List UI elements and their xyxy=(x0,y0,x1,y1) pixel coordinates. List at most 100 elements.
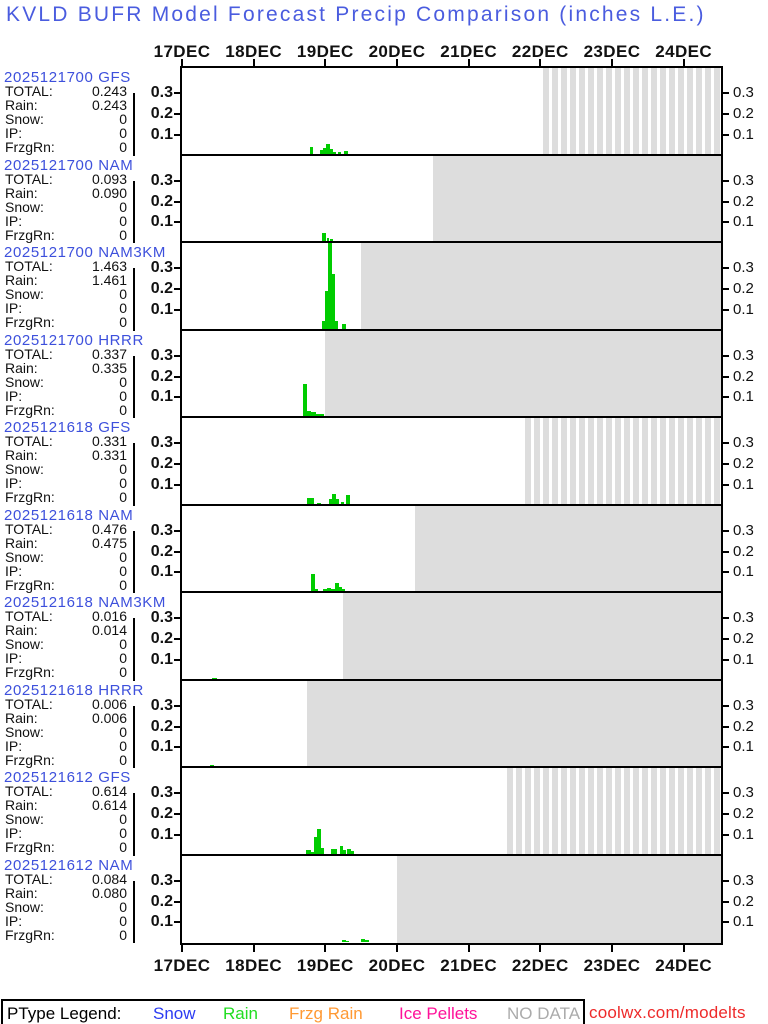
stat-value: 0 xyxy=(119,723,127,740)
ytick-label-right: 0.2 xyxy=(733,455,754,473)
stat-label: IP: xyxy=(5,737,23,754)
ytick-dash-right xyxy=(723,442,729,445)
date-tick-bottom xyxy=(539,945,542,952)
plot-frame xyxy=(180,66,723,945)
stat-row: TOTAL: 0.243 xyxy=(5,84,127,98)
stat-label: Rain: xyxy=(5,272,38,289)
stat-row: FrzgRn: 0 xyxy=(5,403,127,417)
ytick-dash-left xyxy=(174,221,181,224)
stat-row: Rain: 0.006 xyxy=(5,711,127,725)
ytick-dash-right xyxy=(723,92,729,95)
ytick-dash-right xyxy=(723,308,729,311)
stat-value: 0 xyxy=(119,387,127,404)
precip-bar xyxy=(321,320,325,329)
stat-label: TOTAL: xyxy=(5,345,53,362)
ytick-label-right: 0.1 xyxy=(733,388,754,406)
precip-bar xyxy=(350,850,354,854)
stat-value: 0.335 xyxy=(91,359,127,376)
stat-value: 0 xyxy=(119,811,127,828)
ytick-label-left: 0.2 xyxy=(150,805,173,823)
stat-label: FrzgRn: xyxy=(5,751,55,768)
ytick-label-right: 0.3 xyxy=(733,871,754,889)
stat-value: 0 xyxy=(119,125,127,142)
stat-value: 0.014 xyxy=(91,622,127,639)
stat-value: 0.614 xyxy=(91,797,127,814)
run-label: 2025121612 NAM xyxy=(4,856,134,874)
precip-bar xyxy=(328,498,332,504)
date-label-top: 17DEC xyxy=(153,42,211,61)
precip-bar xyxy=(322,147,326,154)
legend-item-snow: Snow xyxy=(153,1004,196,1023)
stat-label: IP: xyxy=(5,912,23,929)
precip-bar xyxy=(339,587,342,591)
ytick-dash-right xyxy=(723,375,729,378)
date-label-top: 18DEC xyxy=(225,42,283,61)
ytick-label-left: 0.3 xyxy=(150,84,173,102)
stat-value: 0.006 xyxy=(91,695,127,712)
stat-row: Rain: 0.475 xyxy=(5,536,127,550)
ytick-dash-right xyxy=(723,221,729,224)
date-tick-bottom xyxy=(252,945,255,952)
stat-value: 0 xyxy=(119,562,127,579)
stat-label: Rain: xyxy=(5,622,38,639)
stat-value: 0 xyxy=(119,286,127,303)
precip-bar xyxy=(302,384,307,416)
no-data-region xyxy=(361,243,721,331)
date-tick-bottom xyxy=(395,945,398,952)
stat-label: FrzgRn: xyxy=(5,576,55,593)
date-tick-top xyxy=(395,59,398,66)
date-label-top: 19DEC xyxy=(296,42,354,61)
panel-plot-2025121612-GFS xyxy=(182,768,721,856)
no-data-region xyxy=(343,593,721,681)
stat-label: Snow: xyxy=(5,636,44,653)
date-tick-top xyxy=(682,59,685,66)
ytick-label-left: 0.1 xyxy=(150,563,173,581)
stat-label: FrzgRn: xyxy=(5,839,55,856)
run-label: 2025121618 NAM xyxy=(4,506,134,524)
no-data-region xyxy=(522,418,721,506)
date-tick-bottom xyxy=(324,945,327,952)
stat-row: Snow: 0 xyxy=(5,375,127,389)
ytick-dash-left xyxy=(174,179,181,182)
stat-row: IP: 0 xyxy=(5,126,127,140)
stats-axis-line xyxy=(133,355,135,418)
ytick-label-left: 0.1 xyxy=(150,825,173,843)
precip-bar xyxy=(331,273,335,329)
stat-value: 0 xyxy=(119,576,127,593)
precip-bar xyxy=(345,494,350,504)
stat-label: FrzgRn: xyxy=(5,226,55,243)
watermark-link[interactable]: coolwx.com/modelts xyxy=(589,1003,746,1022)
ytick-dash-left xyxy=(174,113,181,116)
stat-value: 0 xyxy=(119,401,127,418)
stats-axis-line xyxy=(133,180,135,243)
stat-row: IP: 0 xyxy=(5,301,127,315)
stat-label: Snow: xyxy=(5,811,44,828)
precip-bar xyxy=(330,848,337,854)
ytick-label-right: 0.3 xyxy=(733,609,754,627)
stat-row: Snow: 0 xyxy=(5,462,127,476)
ytick-dash-right xyxy=(723,658,729,661)
date-label-bottom: 17DEC xyxy=(153,956,211,975)
stat-row: Rain: 0.090 xyxy=(5,186,127,200)
ytick-label-left: 0.1 xyxy=(150,650,173,668)
date-label-top: 22DEC xyxy=(511,42,569,61)
stat-label: Rain: xyxy=(5,797,38,814)
stat-label: Snow: xyxy=(5,898,44,915)
stat-row: TOTAL: 0.084 xyxy=(5,872,127,886)
run-label: 2025121700 NAM3KM xyxy=(4,244,166,261)
stat-label: Snow: xyxy=(5,461,44,478)
ytick-dash-left xyxy=(174,133,181,136)
stat-row: FrzgRn: 0 xyxy=(5,578,127,592)
stat-label: TOTAL: xyxy=(5,520,53,537)
ytick-label-right: 0.2 xyxy=(733,805,754,823)
stat-value: 0 xyxy=(119,475,127,492)
panel-separator xyxy=(182,503,721,506)
ytick-dash-right xyxy=(723,396,729,399)
stat-label: FrzgRn: xyxy=(5,314,55,331)
precip-bar xyxy=(316,414,320,416)
precip-bar xyxy=(315,589,318,591)
stat-value: 0.475 xyxy=(91,534,127,551)
ytick-dash-left xyxy=(174,833,181,836)
ytick-label-left: 0.3 xyxy=(150,696,173,714)
panel-separator xyxy=(182,241,721,243)
